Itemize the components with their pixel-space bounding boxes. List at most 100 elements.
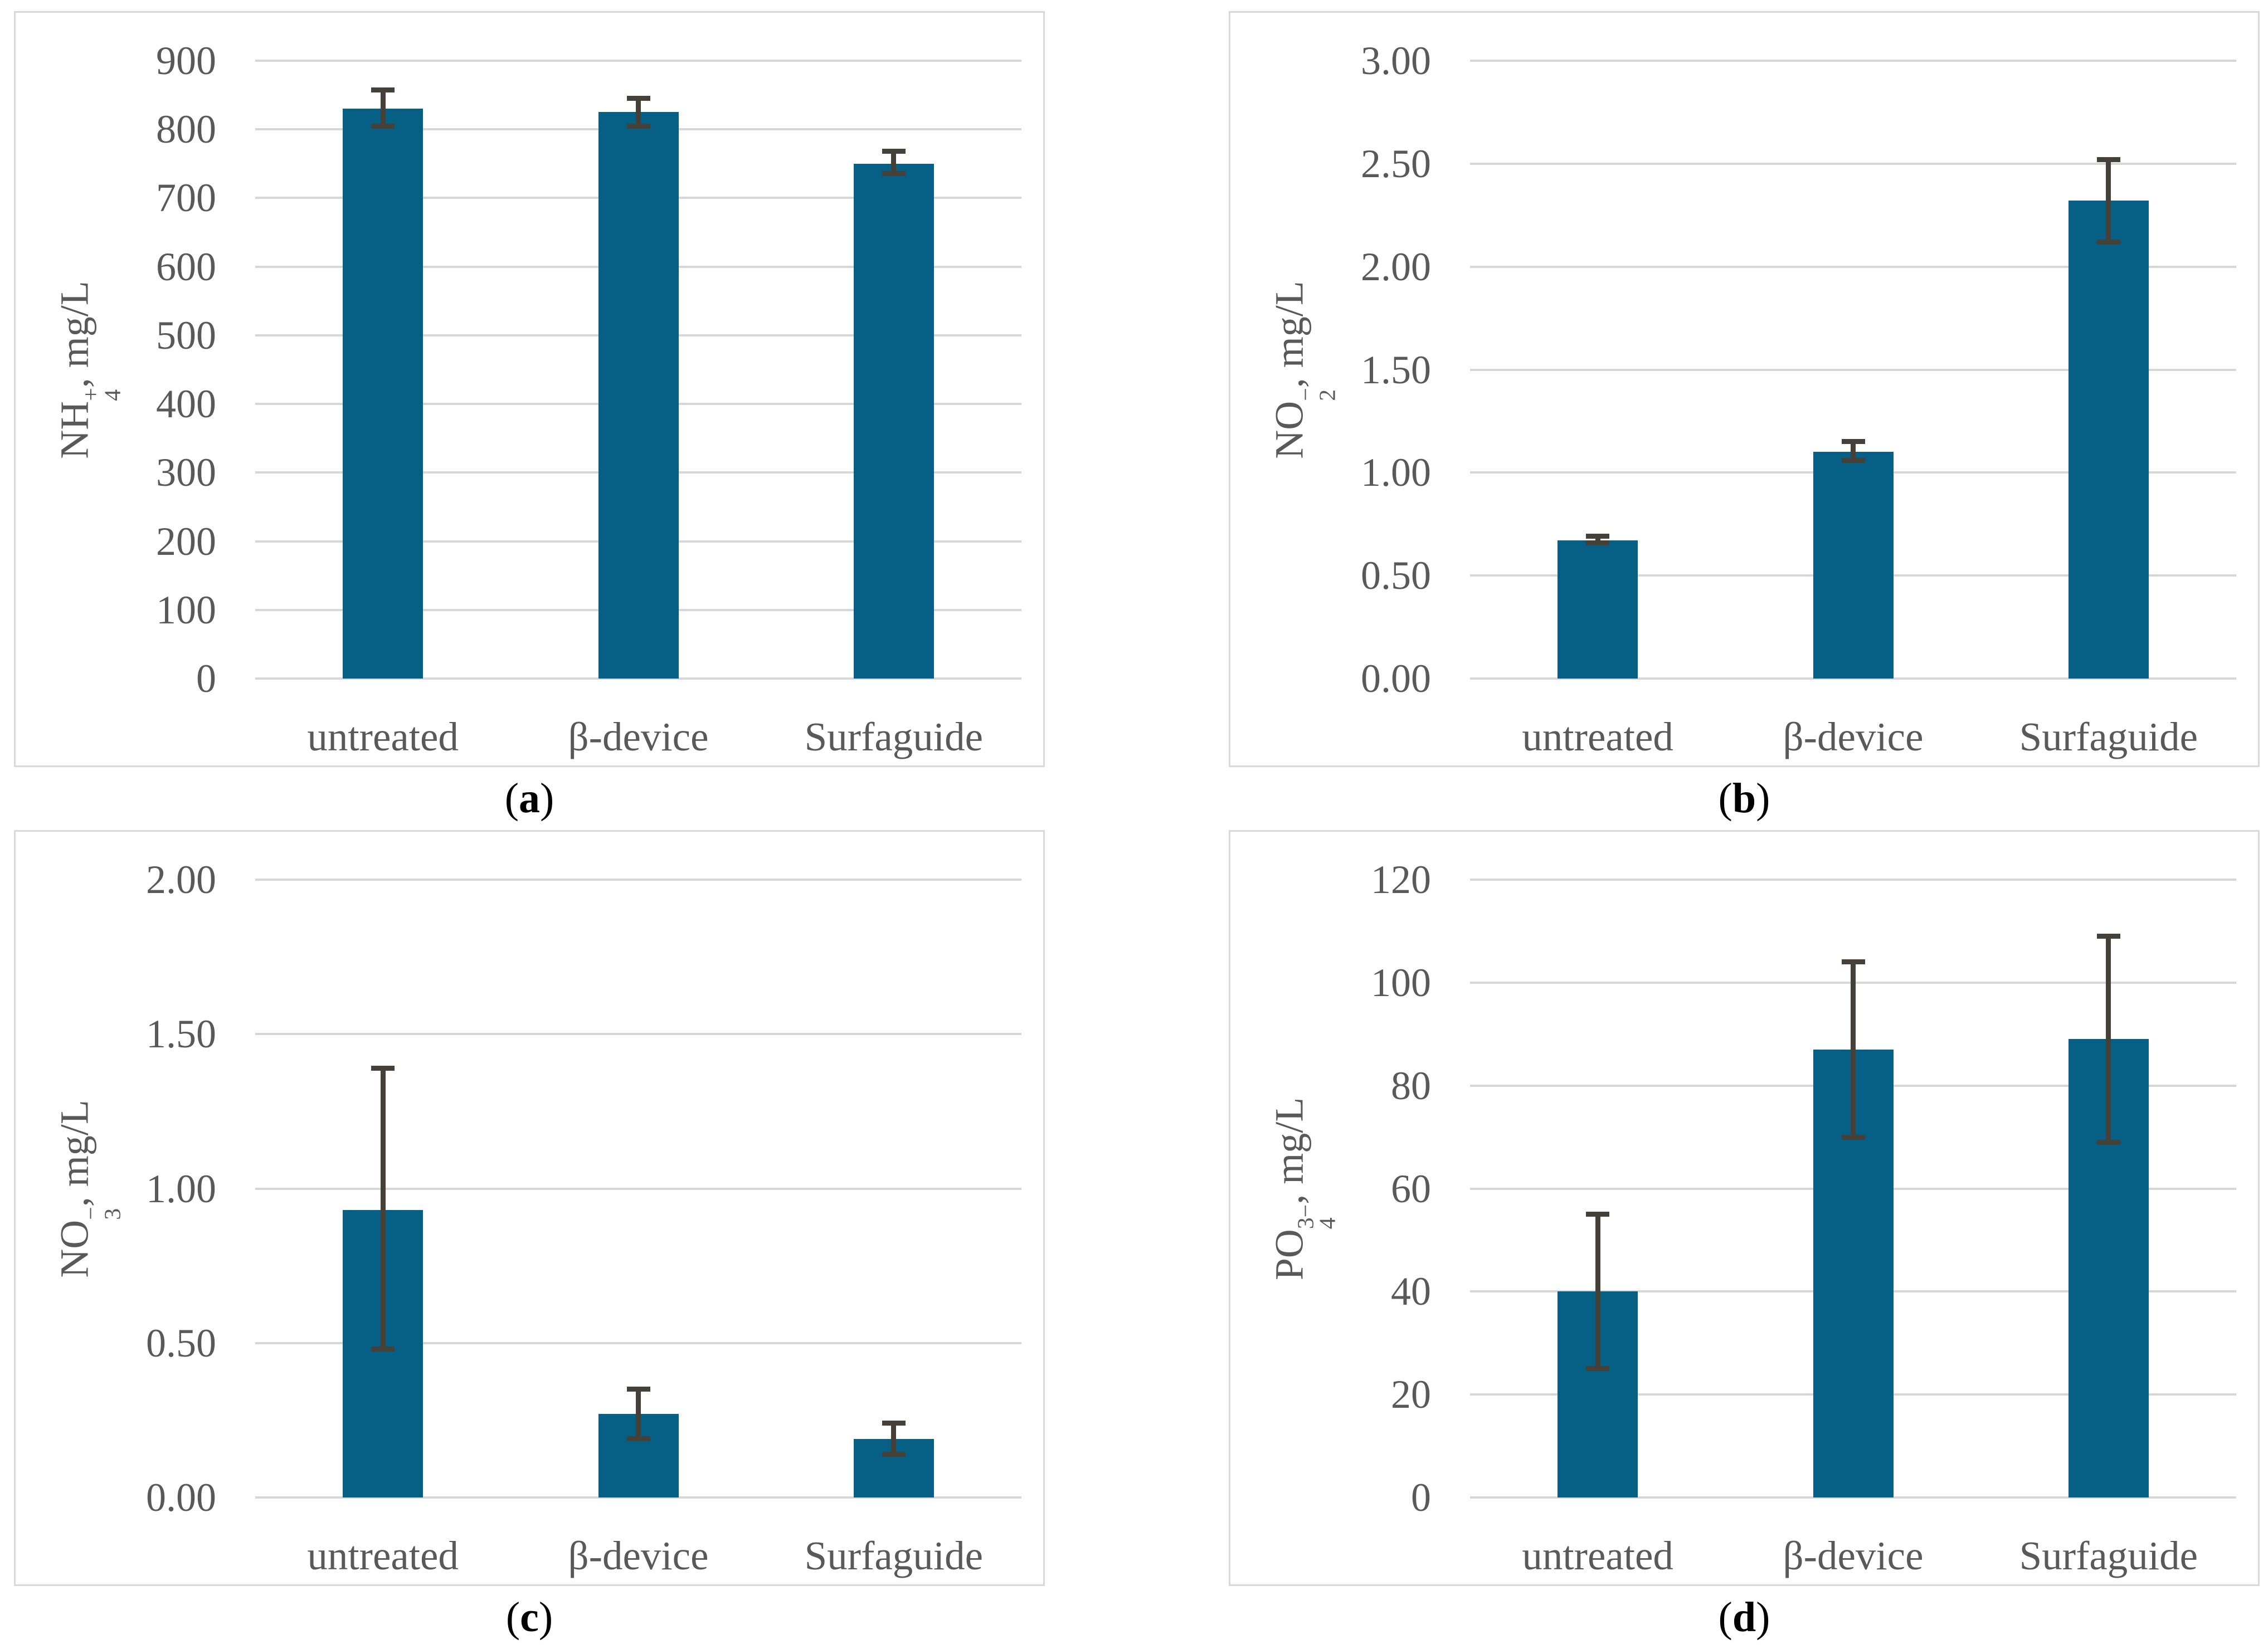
gridline	[255, 879, 1021, 881]
error-bar-stem	[636, 98, 641, 126]
gridline	[255, 1187, 1021, 1190]
y-tick-label: 500	[156, 313, 216, 358]
gridline	[1470, 368, 2236, 371]
y-tick-label: 40	[1391, 1269, 1431, 1314]
x-category-label: Surfaguide	[804, 1533, 983, 1578]
error-bar-cap-bottom	[2096, 239, 2120, 245]
y-title-subscript: 2	[1315, 389, 1341, 401]
gridline	[1470, 879, 2236, 881]
y-title-unit: , mg/L	[52, 280, 97, 388]
error-bar-cap-bottom	[1586, 1366, 1610, 1372]
error-bar-stem	[1851, 441, 1856, 461]
y-tick-label: 20	[1391, 1372, 1431, 1417]
error-bar-cap-top	[882, 149, 906, 154]
caption-close-paren: )	[1756, 775, 1770, 822]
y-title-unit: , mg/L	[1267, 1097, 1312, 1204]
y-tick-label: 600	[156, 244, 216, 289]
y-tick-label: 1.50	[1361, 347, 1431, 392]
error-bar-cap-top	[371, 87, 395, 93]
y-title-superscript: +	[78, 387, 104, 401]
chart-panel-a: 0 100 200 300 400 500 600 700 800 900 untreated β-d…	[14, 11, 1045, 767]
y-title-subscript: 3	[100, 1208, 126, 1220]
y-title-base: NO	[52, 1219, 97, 1278]
y-tick-label: 0	[1411, 1475, 1431, 1520]
y-tick-label: 700	[156, 175, 216, 221]
error-bar-cap-top	[2096, 934, 2120, 939]
error-bar-cap-top	[1586, 1212, 1610, 1217]
y-tick-label: 0.50	[146, 1320, 216, 1365]
y-tick-label: 0.00	[146, 1475, 216, 1520]
error-bar-cap-top	[882, 1421, 906, 1426]
bar-β-device	[598, 112, 679, 679]
error-bar-cap-bottom	[882, 170, 906, 176]
caption-open-paren: (	[505, 1594, 520, 1641]
bar-Surfaguide	[2068, 201, 2149, 679]
x-category-label: Surfaguide	[2019, 1533, 2198, 1578]
y-axis-title: NH +4, mg/L	[51, 280, 125, 459]
chart-panel-b: 0.00 0.50 1.00 1.50 2.00 2.50 3.00 untreated β-d…	[1229, 11, 2260, 767]
error-bar-stem	[380, 1068, 386, 1349]
y-tick-label: 1.00	[146, 1166, 216, 1211]
y-title-subsup: 3− 4	[1293, 1204, 1341, 1229]
y-tick-label: 800	[156, 107, 216, 152]
caption-letter: d	[1732, 1594, 1756, 1641]
y-tick-label: 900	[156, 38, 216, 83]
gridline	[1470, 677, 2236, 680]
error-bar-cap-bottom	[626, 1436, 650, 1442]
x-category-label: untreated	[1522, 714, 1673, 759]
y-axis-title: NO −3, mg/L	[51, 1099, 126, 1278]
y-tick-label: 2.50	[1361, 141, 1431, 186]
y-title-unit: , mg/L	[1267, 280, 1312, 388]
chart-caption-c: (c)	[14, 1586, 1045, 1649]
x-category-label: untreated	[307, 714, 459, 759]
y-title-base: NH	[52, 401, 97, 459]
error-bar-cap-bottom	[1586, 540, 1610, 545]
error-bar-cap-top	[1841, 439, 1865, 445]
error-bar-cap-bottom	[626, 123, 650, 129]
error-bar-stem	[1595, 1214, 1600, 1369]
y-title-superscript: 3−	[1293, 1204, 1319, 1229]
y-tick-label: 1.50	[146, 1012, 216, 1057]
y-axis-title: NO −2, mg/L	[1266, 280, 1341, 459]
chart-cell-a: 0 100 200 300 400 500 600 700 800 900 untreated β-d…	[14, 11, 1045, 830]
y-tick-label: 0.00	[1361, 656, 1431, 701]
caption-close-paren: )	[1756, 1594, 1770, 1641]
chart-cell-d: 0 20 40 60 80 100 120 untreated β-device Surfagui…	[1229, 830, 2260, 1649]
chart-cell-c: 0.00 0.50 1.00 1.50 2.00 untreated β-device Sur…	[14, 830, 1045, 1649]
error-bar-cap-bottom	[1841, 457, 1865, 463]
y-tick-label: 80	[1391, 1063, 1431, 1108]
chart-caption-b: (b)	[1229, 767, 2260, 830]
chart-caption-a: (a)	[14, 767, 1045, 830]
caption-open-paren: (	[1718, 1594, 1732, 1641]
error-bar-cap-top	[1841, 959, 1865, 965]
error-bar-cap-bottom	[371, 1346, 395, 1352]
caption-letter: b	[1732, 775, 1756, 822]
gridline	[255, 60, 1021, 62]
error-bar-cap-bottom	[1841, 1134, 1865, 1140]
y-tick-label: 2.00	[146, 857, 216, 902]
caption-open-paren: (	[504, 775, 519, 822]
y-tick-label: 3.00	[1361, 38, 1431, 83]
y-tick-label: 2.00	[1361, 244, 1431, 289]
y-axis-title: PO 3− 4, mg/L	[1266, 1097, 1341, 1280]
y-tick-label: 300	[156, 450, 216, 495]
error-bar-stem	[2106, 159, 2111, 242]
gridline	[255, 1341, 1021, 1344]
x-category-label: β-device	[1783, 1533, 1924, 1578]
error-bar-stem	[1595, 536, 1600, 543]
y-title-unit: , mg/L	[52, 1099, 97, 1207]
y-title-superscript: −	[1293, 387, 1319, 401]
x-category-label: β-device	[568, 1533, 709, 1578]
y-title-base: NO	[1267, 401, 1312, 459]
x-category-label: β-device	[568, 714, 709, 759]
bar-Surfaguide	[853, 163, 934, 679]
error-bar-cap-top	[1586, 534, 1610, 539]
bar-untreated	[1558, 540, 1638, 679]
y-tick-label: 400	[156, 382, 216, 427]
caption-close-paren: )	[540, 775, 554, 822]
y-title-subsup: −3	[78, 1207, 126, 1220]
gridline	[255, 1033, 1021, 1036]
caption-open-paren: (	[1718, 775, 1732, 822]
y-tick-label: 100	[1371, 960, 1431, 1005]
error-bar-cap-top	[626, 96, 650, 101]
